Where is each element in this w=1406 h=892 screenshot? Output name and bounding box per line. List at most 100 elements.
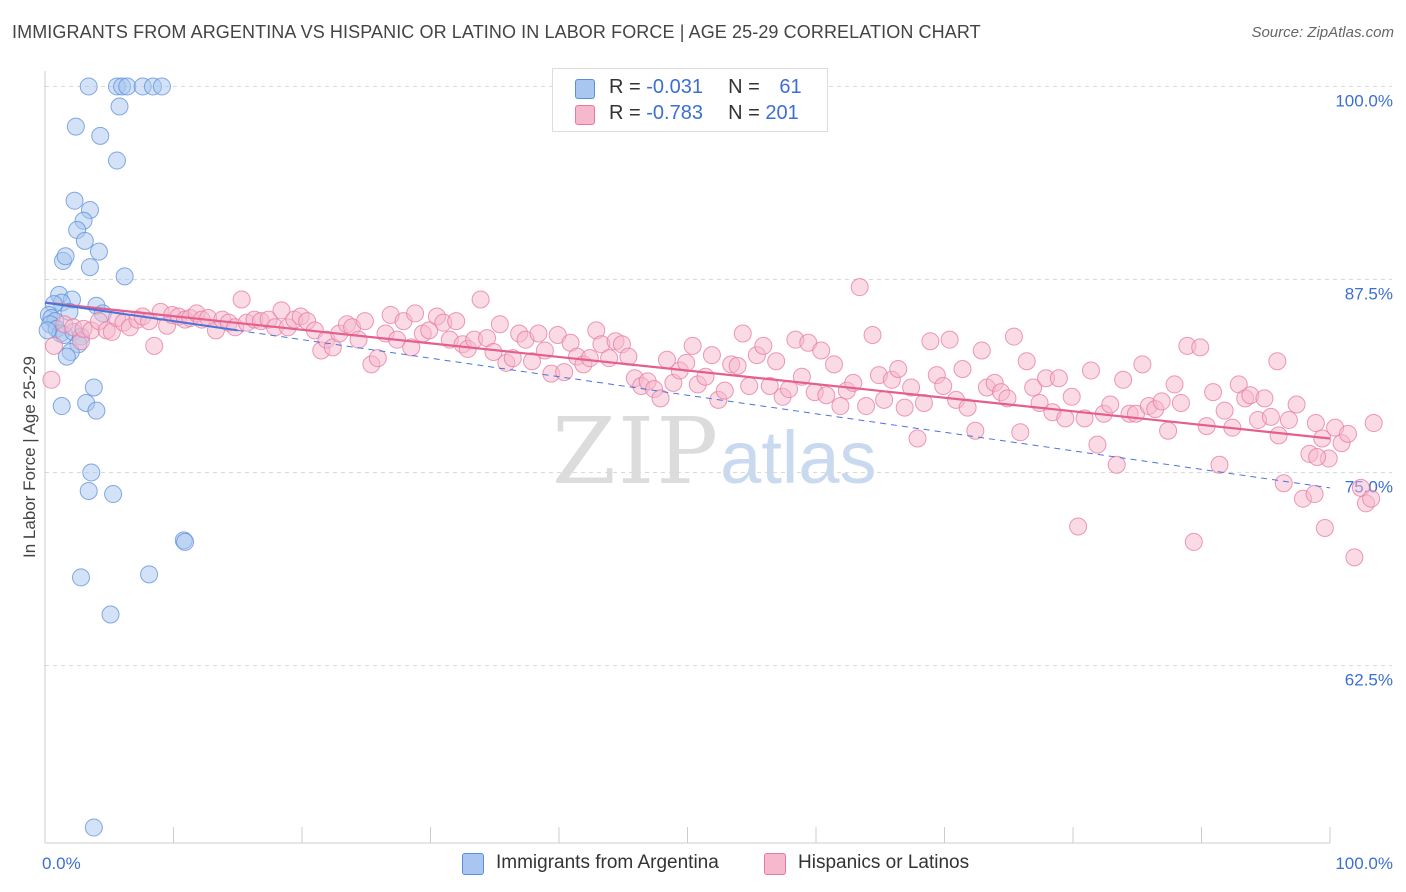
hispanic-point	[812, 341, 831, 360]
hispanic-point	[503, 349, 522, 368]
hispanic-point	[1345, 548, 1364, 567]
hispanic-point	[1069, 517, 1088, 536]
hispanic-point	[728, 356, 747, 375]
argentina-point	[56, 247, 75, 266]
hispanic-point	[651, 389, 670, 408]
hispanic-point	[1274, 474, 1293, 493]
hispanic-point	[1268, 352, 1287, 371]
argentina-point	[84, 378, 103, 397]
hispanic-point	[272, 301, 291, 320]
hispanic-point	[875, 390, 894, 409]
hispanic-point	[1269, 426, 1288, 445]
x-tick-label: 100.0%	[1335, 854, 1393, 873]
hispanic-point	[953, 359, 972, 378]
hispanic-point	[1204, 383, 1223, 402]
hispanic-point	[1017, 352, 1036, 371]
argentina-point	[104, 485, 123, 504]
hispanic-point	[817, 386, 836, 405]
x-tick-label: 0.0%	[42, 854, 81, 873]
hispanic-point	[715, 381, 734, 400]
chart-title: IMMIGRANTS FROM ARGENTINA VS HISPANIC OR…	[12, 22, 981, 42]
hispanic-point	[355, 312, 374, 331]
argentina-point	[176, 532, 195, 551]
argentina-point	[38, 321, 57, 340]
argentina-point	[79, 77, 98, 96]
source-label: Source: ZipAtlas.com	[1251, 24, 1394, 41]
argentina-point	[66, 117, 85, 136]
hispanic-point	[490, 315, 509, 334]
legend-n-value: 61	[779, 76, 802, 98]
y-axis-label: In Labor Force | Age 25-29	[20, 356, 39, 558]
hispanic-point	[940, 330, 959, 349]
hispanic-point	[523, 352, 542, 371]
argentina-point	[57, 347, 76, 366]
watermark: ZIPatlas	[552, 398, 876, 505]
argentina-point	[91, 126, 110, 145]
hispanic-point	[1215, 401, 1234, 420]
hispanic-point	[1133, 355, 1152, 374]
hispanic-point	[1107, 455, 1126, 474]
hispanic-point	[406, 304, 425, 323]
hispanic-point	[1364, 414, 1383, 433]
hispanic-point	[471, 290, 490, 309]
hispanic-point	[1049, 369, 1068, 388]
hispanic-point	[831, 397, 850, 416]
hispanic-point	[1184, 532, 1203, 551]
hispanic-point	[850, 278, 869, 297]
hispanic-point	[1338, 424, 1357, 443]
hispanic-point	[1062, 387, 1081, 406]
legend-r-value: -0.783	[646, 102, 703, 124]
hispanic-point	[232, 290, 251, 309]
hispanic-point	[780, 380, 799, 399]
argentina-point	[79, 481, 98, 500]
y-tick-label: 100.0%	[1335, 91, 1393, 110]
hispanic-point	[368, 349, 387, 368]
hispanic-point	[792, 367, 811, 386]
hispanic-point	[889, 359, 908, 378]
hispanic-point	[1255, 389, 1274, 408]
hispanic-point	[1305, 485, 1324, 504]
hispanic-point	[555, 363, 574, 382]
hispanic-point	[1081, 361, 1100, 380]
bottom-legend-swatch-blue	[462, 853, 484, 875]
hispanic-point	[1159, 421, 1178, 440]
argentina-point	[65, 191, 84, 210]
hispanic-point	[1171, 393, 1190, 412]
legend-n-value: 201	[765, 102, 799, 124]
hispanic-point	[1362, 489, 1381, 508]
hispanic-point	[683, 336, 702, 355]
hispanic-point	[760, 376, 779, 395]
hispanic-point	[733, 324, 752, 343]
hispanic-point	[966, 421, 985, 440]
hispanic-point	[740, 376, 759, 395]
hispanic-point	[921, 332, 940, 351]
legend-r-value: -0.031	[646, 76, 703, 98]
argentina-point	[115, 267, 134, 286]
legend-r-label: R =	[609, 102, 647, 124]
argentina-point	[84, 818, 103, 837]
watermark-zip: ZIP	[552, 398, 721, 505]
hispanic-point	[1287, 395, 1306, 414]
bottom-legend-label: Hispanics or Latinos	[798, 852, 970, 873]
hispanic-point	[767, 352, 786, 371]
hispanic-point	[44, 336, 63, 355]
watermark-atlas: atlas	[720, 416, 877, 499]
hispanic-point	[1152, 392, 1171, 411]
argentina-point	[101, 605, 120, 624]
hispanic-point	[1101, 395, 1120, 414]
argentina-point	[71, 568, 90, 587]
argentina-point	[110, 97, 129, 116]
legend-n-label: N =	[728, 102, 766, 124]
argentina-point	[152, 77, 171, 96]
hispanic-point	[1056, 409, 1075, 428]
legend-swatch-blue	[575, 79, 595, 99]
hispanic-point	[349, 330, 368, 349]
hispanic-point	[754, 336, 773, 355]
hispanic-point	[600, 349, 619, 368]
hispanic-point	[420, 321, 439, 340]
hispanic-point	[529, 324, 548, 343]
argentina-point	[107, 151, 126, 170]
hispanic-point	[972, 341, 991, 360]
hispanic-point	[863, 326, 882, 345]
